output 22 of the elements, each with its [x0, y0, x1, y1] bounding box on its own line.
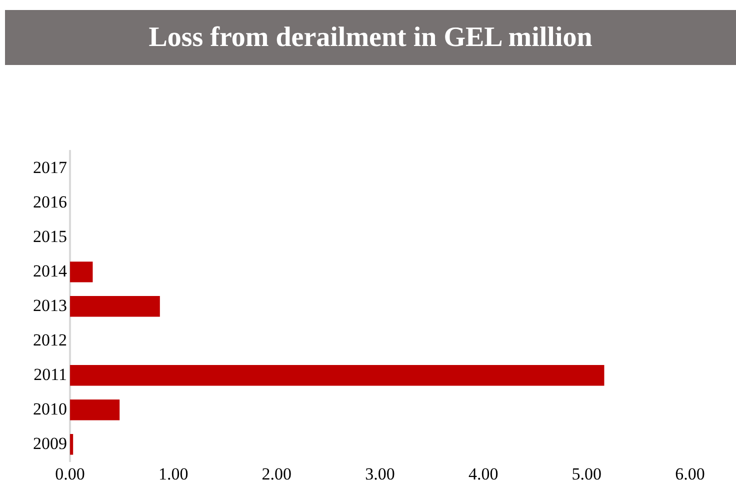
x-tick-label: 2.00 — [262, 464, 292, 484]
bar — [70, 262, 93, 282]
chart-title: Loss from derailment in GEL million — [5, 10, 736, 65]
y-tick-label: 2011 — [34, 364, 67, 384]
y-tick-label: 2016 — [33, 192, 67, 212]
x-tick-label: 1.00 — [158, 464, 188, 484]
y-tick-label: 2014 — [33, 261, 68, 280]
y-tick-label: 2010 — [33, 399, 67, 418]
bar — [70, 400, 120, 420]
x-tick-label: 4.00 — [468, 464, 498, 484]
x-tick-label: 0.00 — [55, 464, 85, 484]
y-tick-label: 2009 — [33, 434, 67, 453]
y-tick-label: 2015 — [33, 226, 67, 246]
x-tick-label: 6.00 — [675, 464, 705, 484]
y-tick-label: 2017 — [33, 158, 68, 177]
x-tick-label: 3.00 — [365, 464, 395, 484]
bar — [70, 296, 160, 317]
y-tick-label: 2013 — [33, 296, 67, 315]
y-tick-label: 2012 — [33, 330, 67, 350]
x-tick-label: 5.00 — [572, 464, 602, 484]
bar — [70, 365, 604, 386]
bar — [70, 434, 74, 455]
